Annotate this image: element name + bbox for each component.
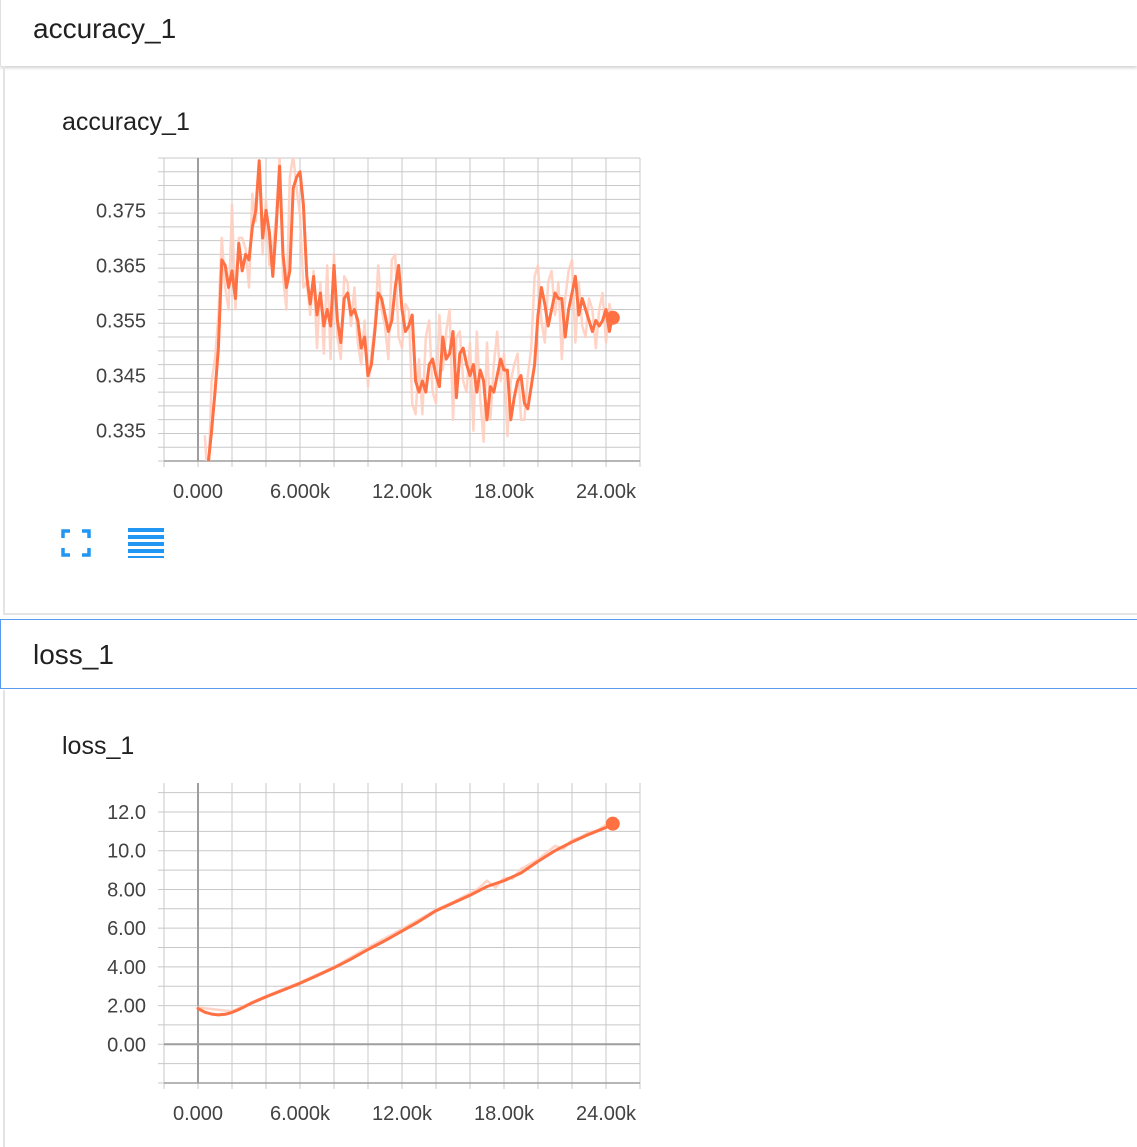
y-tick-label: 0.355: [96, 311, 146, 333]
y-tick-label: 8.00: [107, 879, 146, 901]
section-header-title: accuracy_1: [33, 13, 177, 44]
x-tick-label: 24.00k: [576, 1103, 637, 1125]
last-point-marker: [605, 816, 620, 831]
x-tick-label: 24.00k: [576, 481, 637, 503]
y-tick-label: 12.0: [107, 802, 146, 824]
series-smoothed-line: [206, 159, 615, 461]
plot-area: [196, 822, 615, 1017]
plot-area: [203, 158, 615, 461]
section-header-title: loss_1: [33, 639, 114, 670]
section-header-accuracy[interactable]: accuracy_1: [0, 0, 1137, 66]
x-tick-label: 18.00k: [474, 1103, 535, 1125]
y-tick-label: 0.335: [96, 421, 146, 443]
x-tick-label: 12.00k: [372, 1103, 433, 1125]
y-tick-label: 0.365: [96, 255, 146, 277]
y-tick-label: 0.375: [96, 200, 146, 222]
accuracy-chart: 0.335 0.345 0.355 0.365 0.375 0.000 6.000k 12.0…: [96, 157, 641, 503]
list-icon[interactable]: [127, 527, 165, 559]
x-tick-label: 6.000k: [270, 1103, 331, 1125]
chart-title: loss_1: [62, 732, 135, 760]
y-tick-label: 0.345: [96, 366, 146, 388]
y-tick-label: 4.00: [107, 957, 146, 979]
section-header-loss[interactable]: loss_1: [0, 619, 1137, 689]
y-tick-label: 2.00: [107, 996, 146, 1018]
y-tick-label: 0.00: [107, 1034, 146, 1056]
x-tick-label: 6.000k: [270, 481, 331, 503]
loss-chart: 0.00 2.00 4.00 6.00 8.00 10.0 12.0 0.000 6.000k 1…: [107, 783, 641, 1125]
last-point-marker: [605, 310, 620, 325]
y-tick-label: 6.00: [107, 918, 146, 940]
series-smoothed-line: [196, 822, 615, 1017]
series-raw-line: [203, 158, 615, 461]
x-tick-label: 0.000: [173, 481, 223, 503]
x-tick-label: 0.000: [173, 1103, 223, 1125]
x-tick-label: 12.00k: [372, 481, 433, 503]
x-tick-label: 18.00k: [474, 481, 535, 503]
chart-card-loss: [3, 690, 1137, 1147]
fullscreen-icon[interactable]: [60, 528, 92, 558]
chart-title: accuracy_1: [62, 108, 190, 136]
chart-card-accuracy: [3, 66, 1137, 615]
y-tick-label: 10.0: [107, 841, 146, 863]
